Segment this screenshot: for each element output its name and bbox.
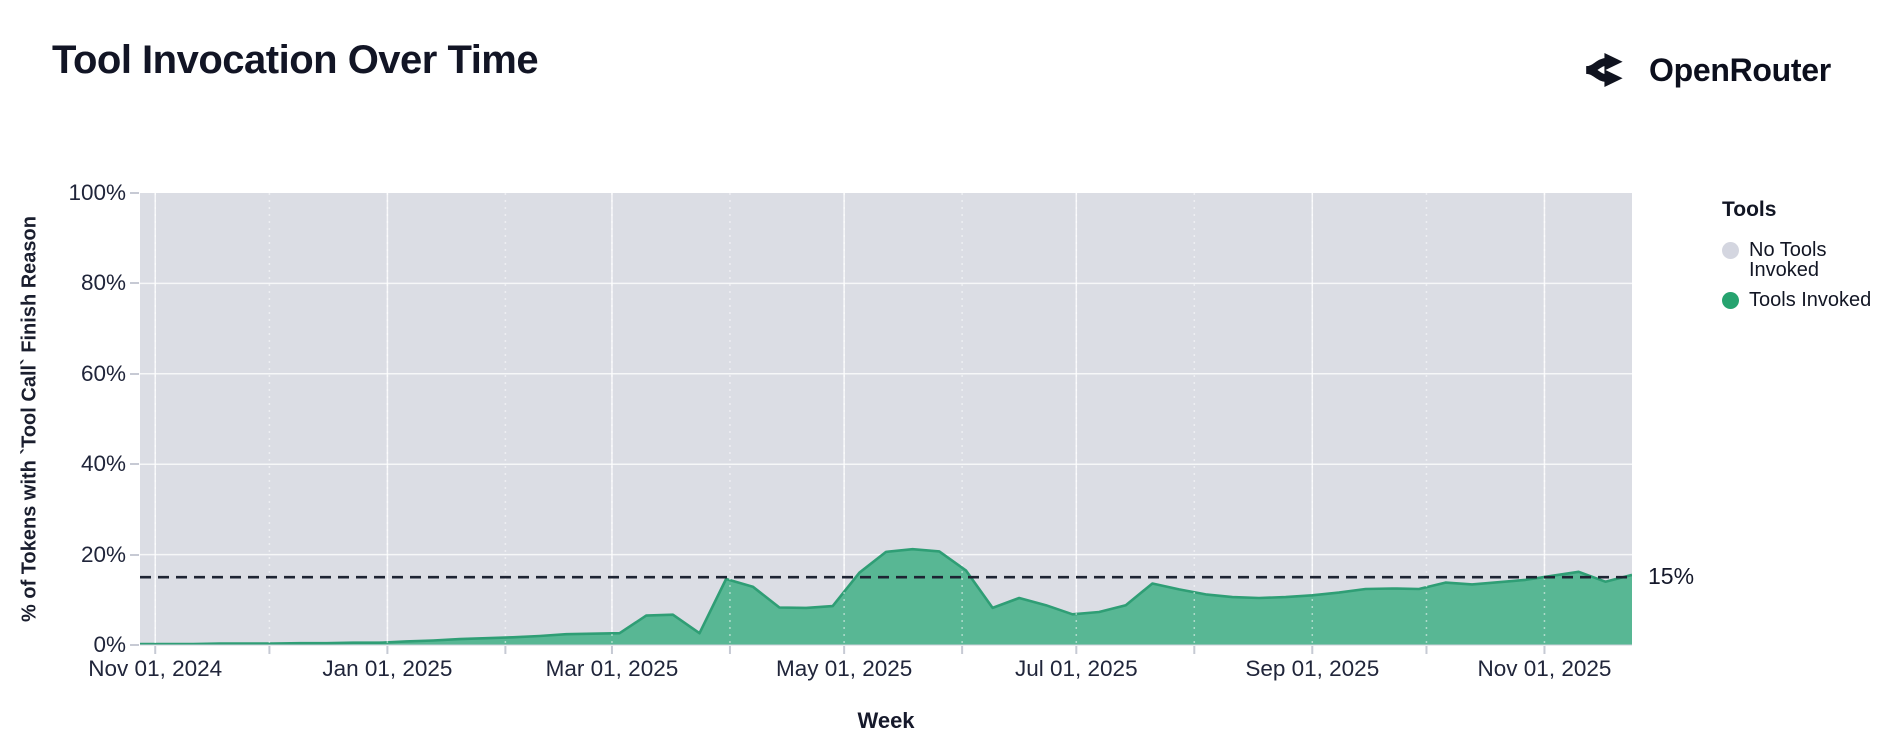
legend: Tools No Tools Invoked Tools Invoked	[1722, 198, 1894, 320]
x-tick-label: Jan 01, 2025	[322, 656, 453, 681]
y-tick-mark	[130, 463, 139, 466]
openrouter-logo-icon	[1585, 52, 1623, 88]
y-tick-mark	[130, 192, 139, 194]
openrouter-brand[interactable]: OpenRouter	[1583, 48, 1831, 92]
y-tick-label: 60%	[80, 360, 126, 386]
y-tick-mark	[130, 644, 139, 646]
series-tools-invoked-line	[140, 547, 1632, 646]
x-axis-title: Week	[857, 708, 915, 733]
legend-item-label: No Tools Invoked	[1749, 239, 1827, 281]
y-tick-mark	[130, 372, 139, 375]
y-tick-label: 40%	[80, 451, 126, 477]
x-tick-label: Mar 01, 2025	[545, 656, 679, 681]
x-tick-label: May 01, 2025	[775, 656, 913, 681]
series-tools-invoked	[140, 549, 1632, 645]
legend-item-no-tools[interactable]: No Tools Invoked	[1722, 240, 1894, 280]
y-tick-label: 0%	[93, 632, 126, 657]
page-title: Tool Invocation Over Time	[52, 38, 539, 82]
legend-title: Tools	[1722, 198, 1777, 221]
x-tick-label: Nov 01, 2025	[1477, 656, 1612, 681]
x-tick-label: Nov 01, 2024	[88, 656, 223, 681]
y-tick-label: 20%	[80, 541, 126, 567]
threshold-label: 15%	[1648, 563, 1695, 590]
tools-invoked-swatch	[1722, 292, 1739, 309]
y-tick-label: 100%	[68, 180, 126, 205]
legend-item-label: Tools Invoked	[1749, 289, 1872, 311]
brand-name: OpenRouter	[1649, 51, 1831, 88]
no-tools-swatch	[1722, 242, 1739, 259]
x-tick-label: Sep 01, 2025	[1245, 656, 1380, 681]
x-tick-label: Jul 01, 2025	[1014, 656, 1138, 681]
y-tick-mark	[130, 282, 139, 285]
y-tick-mark	[130, 553, 139, 556]
y-tick-label: 80%	[80, 270, 126, 296]
plot-area	[140, 193, 1632, 654]
legend-item-tools-invoked[interactable]: Tools Invoked	[1722, 290, 1894, 310]
